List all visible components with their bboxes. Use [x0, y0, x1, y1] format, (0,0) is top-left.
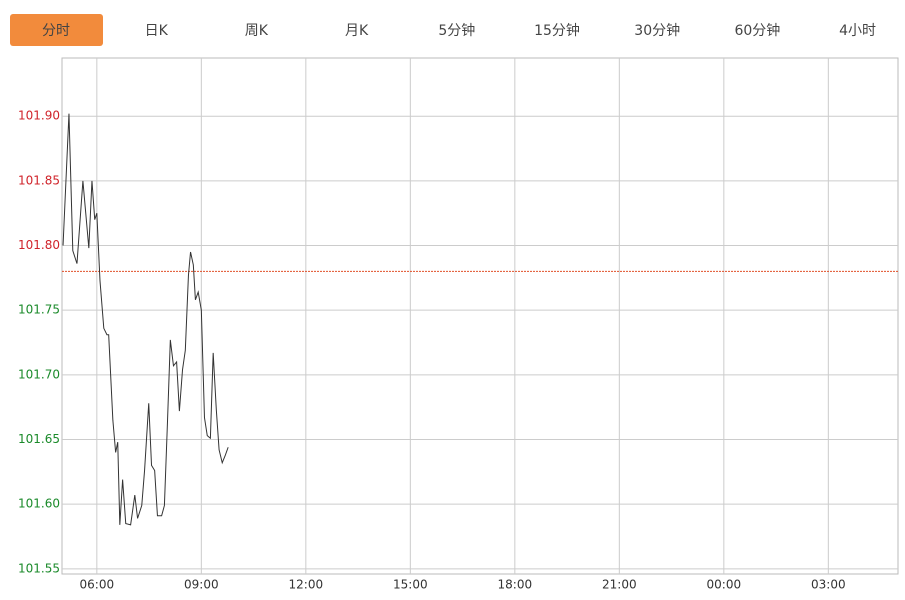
x-tick-label: 15:00: [393, 578, 428, 592]
tab-active-bg: [10, 14, 103, 46]
y-tick-label: 101.55: [18, 561, 60, 575]
x-tick-label: 06:00: [80, 578, 115, 592]
tab[interactable]: 日K: [145, 23, 169, 39]
tab[interactable]: 30分钟: [634, 22, 680, 39]
y-tick-label: 101.60: [18, 497, 60, 511]
tab[interactable]: 分时: [42, 23, 70, 39]
y-tick-label: 101.85: [18, 173, 60, 187]
y-tick-label: 101.70: [18, 367, 60, 381]
plot-frame: [61, 57, 899, 575]
x-tick-label: 12:00: [289, 578, 324, 592]
tab[interactable]: 15分钟: [534, 22, 580, 39]
x-tick-label: 00:00: [707, 578, 742, 592]
y-tick-label: 101.65: [18, 432, 60, 446]
tab[interactable]: 月K: [345, 23, 369, 39]
y-tick-label: 101.90: [18, 109, 60, 123]
tab[interactable]: 周K: [245, 23, 269, 39]
x-tick-label: 09:00: [184, 578, 219, 592]
tab[interactable]: 5分钟: [438, 22, 475, 39]
x-tick-label: 03:00: [811, 578, 846, 592]
x-tick-label: 21:00: [602, 578, 637, 592]
x-tick-label: 18:00: [498, 578, 533, 592]
tab[interactable]: 60分钟: [734, 22, 780, 39]
y-tick-label: 101.75: [18, 303, 60, 317]
y-tick-label: 101.80: [18, 238, 60, 252]
price-line: [62, 113, 229, 526]
tab[interactable]: 4小时: [839, 23, 876, 39]
